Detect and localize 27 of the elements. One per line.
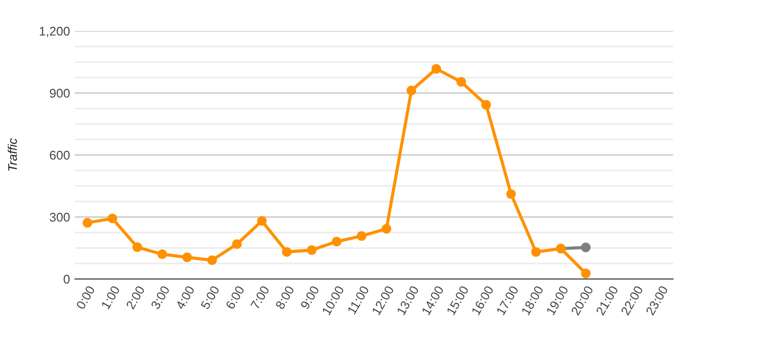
point bbox=[506, 189, 516, 199]
point bbox=[481, 100, 491, 110]
point bbox=[531, 247, 541, 257]
y-axis-title: Traffic bbox=[8, 138, 17, 171]
point bbox=[431, 64, 442, 74]
point bbox=[456, 76, 466, 87]
y-tick-label: 1,200 bbox=[40, 26, 70, 38]
point bbox=[406, 86, 416, 96]
point bbox=[382, 224, 392, 234]
point bbox=[108, 214, 118, 224]
point bbox=[257, 216, 267, 226]
point bbox=[356, 231, 366, 241]
point bbox=[306, 245, 317, 255]
point bbox=[232, 239, 242, 249]
point bbox=[332, 236, 342, 246]
point bbox=[157, 249, 168, 260]
point bbox=[282, 247, 292, 257]
y-tick-label: 0 bbox=[64, 274, 70, 284]
point bbox=[580, 242, 591, 252]
point bbox=[207, 255, 217, 266]
point bbox=[182, 252, 192, 262]
point bbox=[580, 268, 591, 278]
y-tick-label: 300 bbox=[50, 212, 70, 222]
y-tick-label: 900 bbox=[50, 88, 70, 98]
point bbox=[132, 242, 142, 252]
point bbox=[82, 218, 92, 228]
y-tick-label: 600 bbox=[50, 150, 70, 160]
